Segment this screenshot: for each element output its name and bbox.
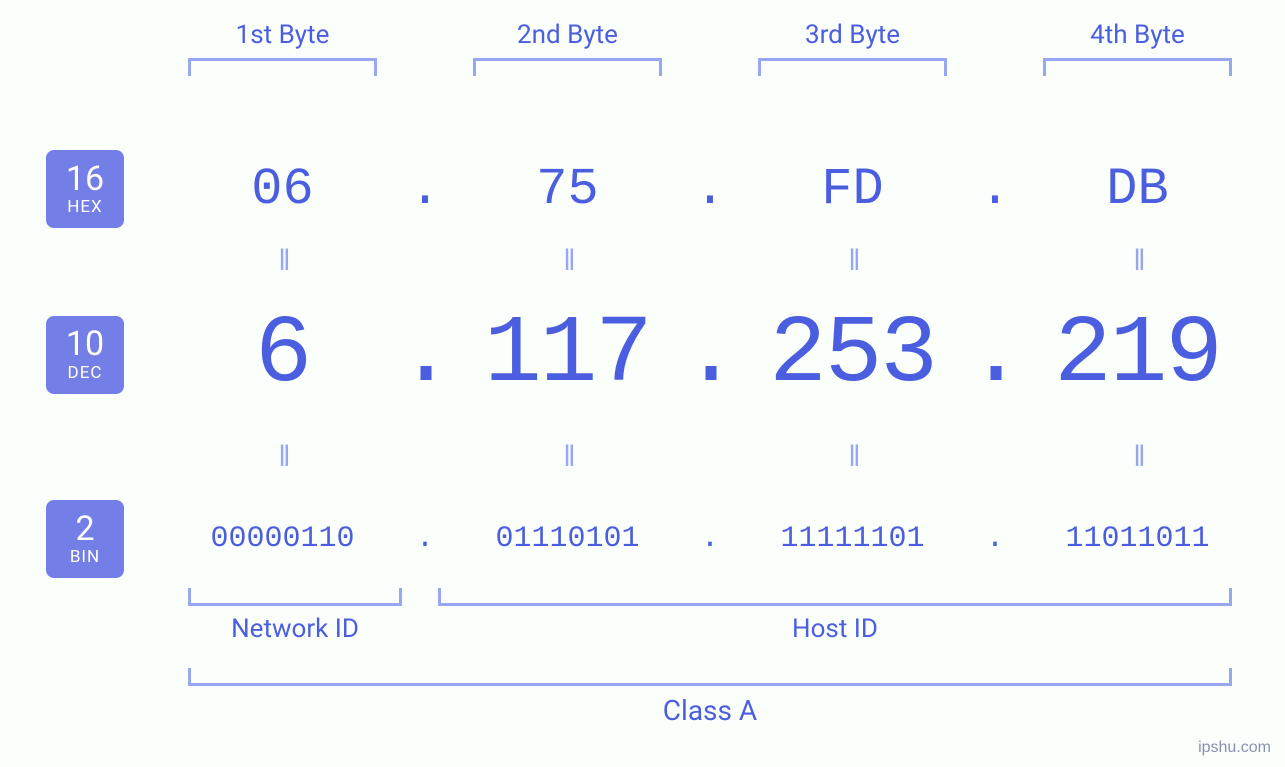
eq-1-2: ǁ bbox=[455, 244, 680, 278]
byte-1-top-bracket bbox=[188, 58, 377, 76]
dec-byte-4: 219 bbox=[1025, 300, 1250, 409]
bin-badge-abbr: BIN bbox=[70, 548, 100, 567]
dec-byte-3: 253 bbox=[740, 300, 965, 409]
hex-dot-2: . bbox=[680, 160, 740, 219]
dec-badge-base: 10 bbox=[66, 326, 104, 363]
eq-2-1: ǁ bbox=[170, 440, 395, 474]
hex-dot-3: . bbox=[965, 160, 1025, 219]
bin-byte-3: 11111101 bbox=[740, 522, 965, 556]
hex-byte-1: 06 bbox=[170, 160, 395, 219]
equals-row-hex-dec: ǁ ǁ ǁ ǁ bbox=[0, 244, 1285, 278]
byte-header-2-label: 2nd Byte bbox=[455, 20, 680, 50]
byte-header-1-label: 1st Byte bbox=[170, 20, 395, 50]
eq-2-3: ǁ bbox=[740, 440, 965, 474]
byte-header-4-label: 4th Byte bbox=[1025, 20, 1250, 50]
bin-dot-3: . bbox=[965, 522, 1025, 556]
bin-dot-2: . bbox=[680, 522, 740, 556]
hex-row: 16 HEX 06 . 75 . FD . DB bbox=[0, 150, 1285, 228]
bin-dot-1: . bbox=[395, 522, 455, 556]
byte-headers-row: 1st Byte 2nd Byte 3rd Byte 4th Byte bbox=[0, 20, 1285, 76]
network-id-bracket bbox=[188, 588, 402, 606]
eq-2-2: ǁ bbox=[455, 440, 680, 474]
byte-header-1: 1st Byte bbox=[170, 20, 395, 76]
hex-dot-1: . bbox=[395, 160, 455, 219]
hex-badge: 16 HEX bbox=[46, 150, 124, 228]
byte-4-top-bracket bbox=[1043, 58, 1232, 76]
class-row: Class A bbox=[170, 668, 1250, 727]
bin-row: 2 BIN 00000110 . 01110101 . 11111101 . 1… bbox=[0, 500, 1285, 578]
byte-3-top-bracket bbox=[758, 58, 947, 76]
dec-dot-2: . bbox=[680, 300, 740, 409]
host-id-bracket bbox=[438, 588, 1232, 606]
byte-header-3: 3rd Byte bbox=[740, 20, 965, 76]
byte-header-2: 2nd Byte bbox=[455, 20, 680, 76]
class-bracket bbox=[188, 668, 1232, 686]
watermark: ipshu.com bbox=[1198, 739, 1271, 757]
dec-dot-3: . bbox=[965, 300, 1025, 409]
byte-header-3-label: 3rd Byte bbox=[740, 20, 965, 50]
hex-badge-abbr: HEX bbox=[67, 198, 102, 217]
dec-dot-1: . bbox=[395, 300, 455, 409]
hex-badge-base: 16 bbox=[66, 161, 104, 198]
id-brackets-row: Network ID Host ID bbox=[170, 588, 1250, 644]
equals-row-dec-bin: ǁ ǁ ǁ ǁ bbox=[0, 440, 1285, 474]
bin-byte-4: 11011011 bbox=[1025, 522, 1250, 556]
class-label: Class A bbox=[170, 694, 1250, 727]
hex-byte-3: FD bbox=[740, 160, 965, 219]
dec-badge: 10 DEC bbox=[46, 316, 124, 394]
eq-1-1: ǁ bbox=[170, 244, 395, 278]
dec-byte-2: 117 bbox=[455, 300, 680, 409]
host-id-section: Host ID bbox=[420, 588, 1250, 644]
dec-byte-1: 6 bbox=[170, 300, 395, 409]
eq-1-3: ǁ bbox=[740, 244, 965, 278]
dec-row: 10 DEC 6 . 117 . 253 . 219 bbox=[0, 300, 1285, 409]
bin-byte-2: 01110101 bbox=[455, 522, 680, 556]
hex-byte-4: DB bbox=[1025, 160, 1250, 219]
bin-byte-1: 00000110 bbox=[170, 522, 395, 556]
eq-2-4: ǁ bbox=[1025, 440, 1250, 474]
host-id-label: Host ID bbox=[420, 614, 1250, 644]
hex-byte-2: 75 bbox=[455, 160, 680, 219]
bin-badge: 2 BIN bbox=[46, 500, 124, 578]
eq-1-4: ǁ bbox=[1025, 244, 1250, 278]
dec-badge-abbr: DEC bbox=[68, 364, 103, 383]
network-id-label: Network ID bbox=[170, 614, 420, 644]
bin-badge-base: 2 bbox=[75, 511, 94, 548]
byte-header-4: 4th Byte bbox=[1025, 20, 1250, 76]
byte-2-top-bracket bbox=[473, 58, 662, 76]
network-id-section: Network ID bbox=[170, 588, 420, 644]
